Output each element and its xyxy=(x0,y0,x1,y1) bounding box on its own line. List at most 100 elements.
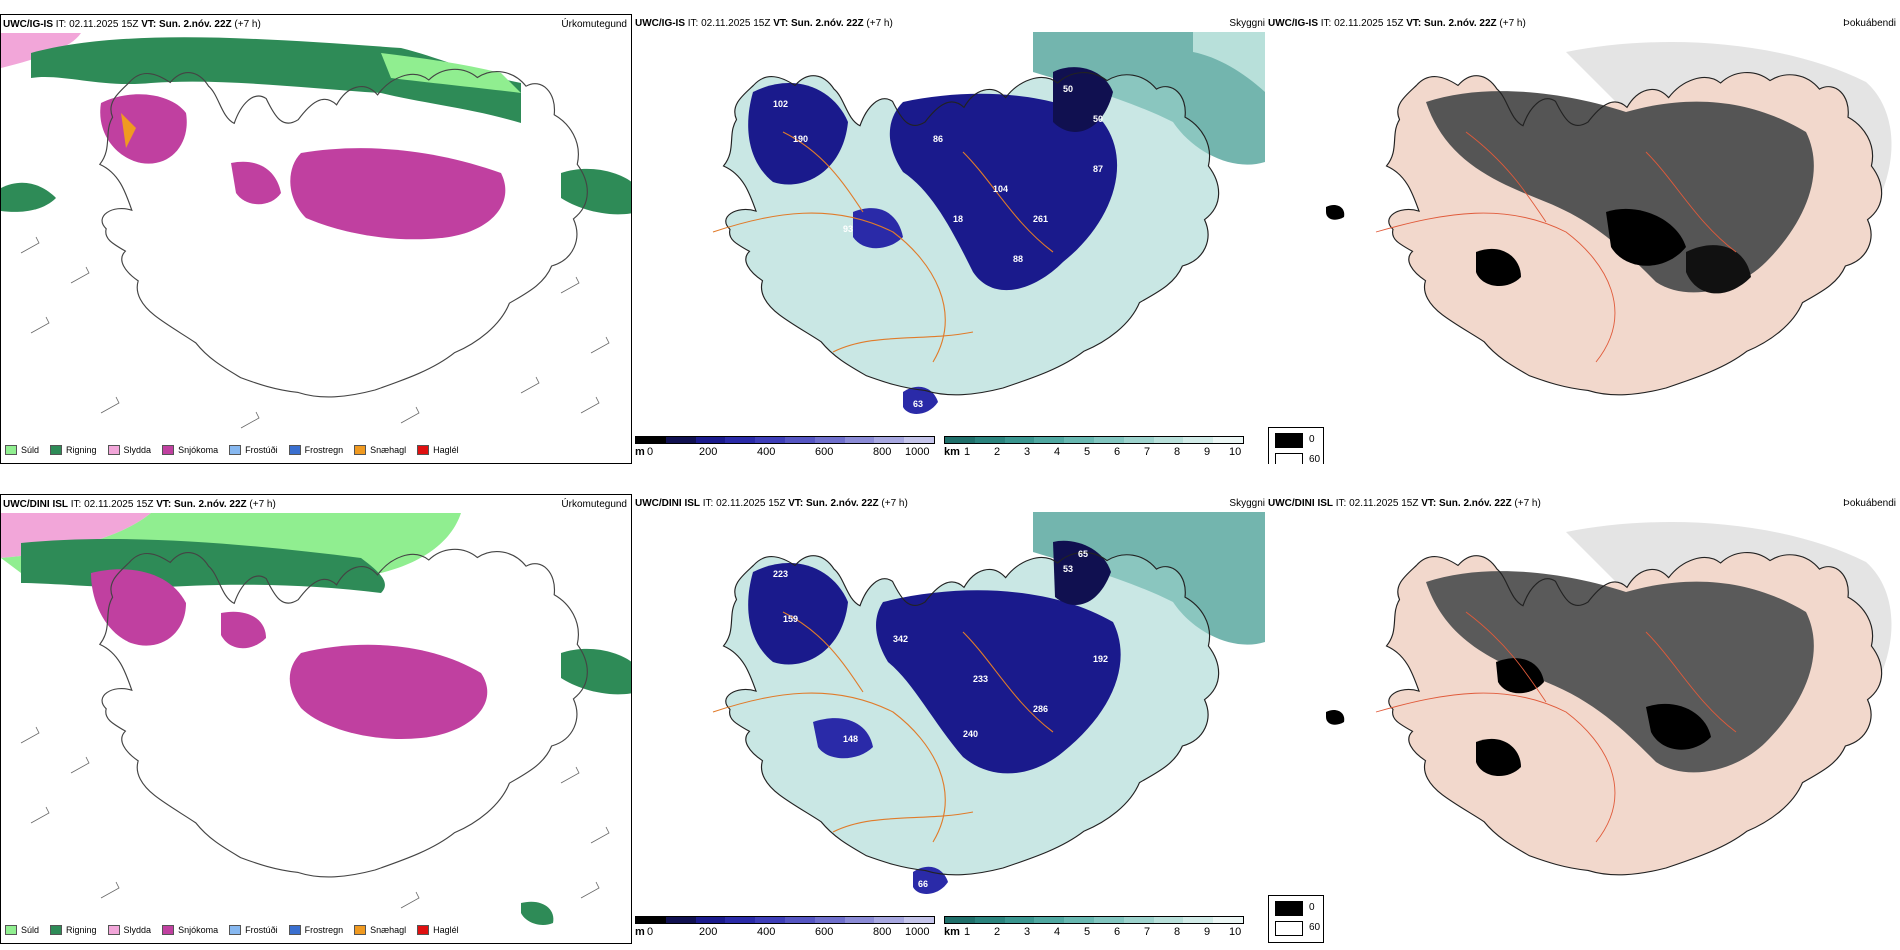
cloud-visibility-map[interactable]: 50 50 102 190 86 104 261 88 18 93 87 63 xyxy=(633,32,1265,442)
tick: 600 xyxy=(815,446,834,458)
panel-title: Þokuábendi xyxy=(1843,498,1896,509)
legend-swatch xyxy=(1275,433,1303,448)
init-time: 02.11.2025 15Z xyxy=(1349,498,1419,509)
legend-label: Súld xyxy=(21,925,40,935)
visibility-colorbar: km 1 2 3 4 5 6 7 8 9 10 xyxy=(944,916,1244,944)
height-color-strip xyxy=(635,436,935,444)
tick: 800 xyxy=(873,926,892,938)
legend-item: Súld xyxy=(5,925,39,935)
panel-title: Úrkomutegund xyxy=(561,19,627,30)
it-label: IT: xyxy=(55,19,67,30)
value-labels: 65 53 223 159 342 233 286 240 148 192 66 xyxy=(773,549,1108,889)
height-colorbar: m 0 200 400 600 800 1000 xyxy=(635,916,935,944)
svg-text:190: 190 xyxy=(793,134,808,144)
legend-swatch xyxy=(107,445,120,455)
legend-label: Súld xyxy=(21,445,40,455)
tick: 200 xyxy=(699,446,718,458)
it-label: IT: xyxy=(1320,18,1332,29)
svg-text:148: 148 xyxy=(843,734,858,744)
precip-type-map[interactable] xyxy=(1,513,632,943)
lead-time: (+7 h) xyxy=(234,19,261,30)
tick: 4 xyxy=(1054,926,1061,938)
fog-indicator-map[interactable] xyxy=(1266,32,1900,442)
legend-item: Slydda xyxy=(107,445,151,455)
svg-text:240: 240 xyxy=(963,729,978,739)
precip-legend: Súld Rigning Slydda Snjókoma Frostúði Fr… xyxy=(5,925,470,935)
svg-text:104: 104 xyxy=(993,184,1008,194)
height-colorbar: m 0 200 400 600 800 1000 xyxy=(635,436,935,464)
fog-indicator-map[interactable] xyxy=(1266,512,1900,922)
svg-text:223: 223 xyxy=(773,569,788,579)
svg-text:50: 50 xyxy=(1063,84,1073,94)
it-label: IT: xyxy=(1335,498,1347,509)
tick: 6 xyxy=(1114,446,1121,458)
tick: 4 xyxy=(1054,446,1061,458)
tick: 200 xyxy=(699,926,718,938)
init-time: 02.11.2025 15Z xyxy=(1334,18,1404,29)
svg-text:192: 192 xyxy=(1093,654,1108,664)
init-time: 02.11.2025 15Z xyxy=(716,498,786,509)
lead-time: (+7 h) xyxy=(881,498,908,509)
svg-text:65: 65 xyxy=(1078,549,1088,559)
init-time: 02.11.2025 15Z xyxy=(701,18,771,29)
legend-item: Frostregn xyxy=(288,445,343,455)
svg-text:159: 159 xyxy=(783,614,798,624)
tick: 8 xyxy=(1174,446,1181,458)
legend-swatch xyxy=(50,925,63,935)
tick: 7 xyxy=(1144,446,1151,458)
legend-label: 0 xyxy=(1309,902,1315,913)
model-name: UWC/DINI ISL xyxy=(635,498,700,509)
legend-label: 60 xyxy=(1309,922,1321,933)
tick: 600 xyxy=(815,926,834,938)
legend-label: Snjókoma xyxy=(178,445,219,455)
svg-text:286: 286 xyxy=(1033,704,1048,714)
tick: 6 xyxy=(1114,926,1121,938)
legend-label: Rigning xyxy=(66,925,97,935)
fog-legend: 0 60 xyxy=(1268,427,1324,464)
svg-text:18: 18 xyxy=(953,214,963,224)
panel-title: Skyggni xyxy=(1229,498,1265,509)
tick: 800 xyxy=(873,446,892,458)
tick: 3 xyxy=(1024,446,1031,458)
tick: 1 xyxy=(964,446,971,458)
cloud-visibility-map[interactable]: 65 53 223 159 342 233 286 240 148 192 66 xyxy=(633,512,1265,922)
panel-header: UWC/DINI ISL IT: 02.11.2025 15Z VT: Sun.… xyxy=(3,499,276,510)
visibility-colorbar: km 1 2 3 4 5 6 7 8 9 10 xyxy=(944,436,1244,464)
svg-text:342: 342 xyxy=(893,634,908,644)
legend-label: Snæhagl xyxy=(370,445,407,455)
it-label: IT: xyxy=(70,499,82,510)
cloud-visibility-panel-top: UWC/IG-IS IT: 02.11.2025 15Z VT: Sun. 2.… xyxy=(633,14,1265,464)
valid-time: Sun. 2.nóv. 22Z xyxy=(174,499,247,510)
vt-label: VT: xyxy=(141,19,157,30)
legend-swatch xyxy=(417,445,430,455)
it-label: IT: xyxy=(687,18,699,29)
visibility-unit: km xyxy=(944,446,960,458)
svg-text:88: 88 xyxy=(1013,254,1023,264)
valid-time: Sun. 2.nóv. 22Z xyxy=(1439,498,1512,509)
tick: 5 xyxy=(1084,446,1091,458)
svg-text:261: 261 xyxy=(1033,214,1048,224)
legend-label: Haglél xyxy=(433,445,459,455)
legend-item: Snæhagl xyxy=(354,925,406,935)
precip-type-panel-bottom: UWC/DINI ISL IT: 02.11.2025 15Z VT: Sun.… xyxy=(0,494,632,944)
legend-swatch xyxy=(50,445,63,455)
model-name: UWC/IG-IS xyxy=(635,18,685,29)
legend-label: Snjókoma xyxy=(178,925,219,935)
legend-swatch xyxy=(354,445,367,455)
visibility-unit: km xyxy=(944,926,960,938)
legend-label: Frostúði xyxy=(245,925,278,935)
legend-swatch xyxy=(107,925,120,935)
legend-item: Snjókoma xyxy=(162,925,218,935)
tick: 0 xyxy=(647,926,654,938)
tick: 1000 xyxy=(905,446,930,458)
panel-header: UWC/IG-IS IT: 02.11.2025 15Z VT: Sun. 2.… xyxy=(3,19,261,30)
precip-type-map[interactable] xyxy=(1,33,632,463)
legend-item: Frostúði xyxy=(229,925,278,935)
valid-time: Sun. 2.nóv. 22Z xyxy=(1424,18,1497,29)
svg-text:233: 233 xyxy=(973,674,988,684)
legend-swatch xyxy=(354,925,367,935)
vt-label: VT: xyxy=(773,18,789,29)
panel-title: Skyggni xyxy=(1229,18,1265,29)
visibility-color-strip xyxy=(944,436,1244,444)
svg-text:53: 53 xyxy=(1063,564,1073,574)
